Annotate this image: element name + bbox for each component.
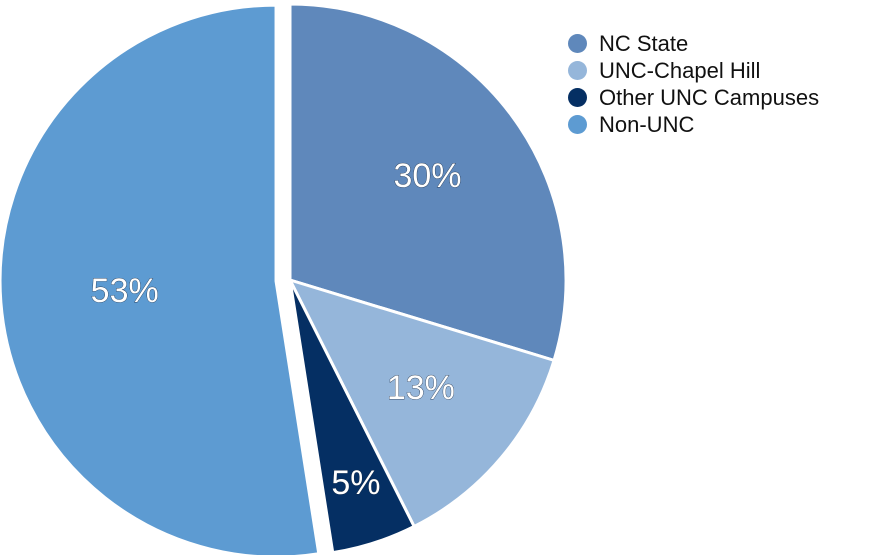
legend-swatch	[568, 61, 587, 80]
legend-swatch	[568, 88, 587, 107]
legend-item: NC State	[568, 30, 819, 57]
pie-label-nc-state: 30%	[393, 157, 461, 195]
legend-swatch	[568, 115, 587, 134]
pie-label-unc-chapel-hill: 13%	[387, 369, 455, 407]
pie-slice-nc-state	[288, 2, 568, 362]
pie-label-non-unc: 53%	[91, 272, 159, 310]
legend-item: Non-UNC	[568, 111, 819, 138]
legend: NC State UNC-Chapel Hill Other UNC Campuse…	[568, 30, 819, 138]
legend-label: Non-UNC	[599, 111, 695, 137]
pie-slice-unc-chapel-hill	[288, 278, 556, 528]
pie-slice-non-unc	[0, 3, 321, 555]
legend-item: Other UNC Campuses	[568, 84, 819, 111]
legend-label: UNC-Chapel Hill	[599, 57, 761, 83]
pie-slices	[0, 2, 568, 555]
legend-swatch	[568, 34, 587, 53]
pie-slice-other-unc-campuses	[288, 278, 416, 555]
pie-label-other-unc-campuses: 5%	[331, 464, 380, 502]
legend-label: Other UNC Campuses	[599, 84, 820, 110]
legend-label: NC State	[599, 30, 689, 56]
pie-labels: 30% 13% 5% 53%	[90, 157, 462, 503]
legend-item: UNC-Chapel Hill	[568, 57, 819, 84]
